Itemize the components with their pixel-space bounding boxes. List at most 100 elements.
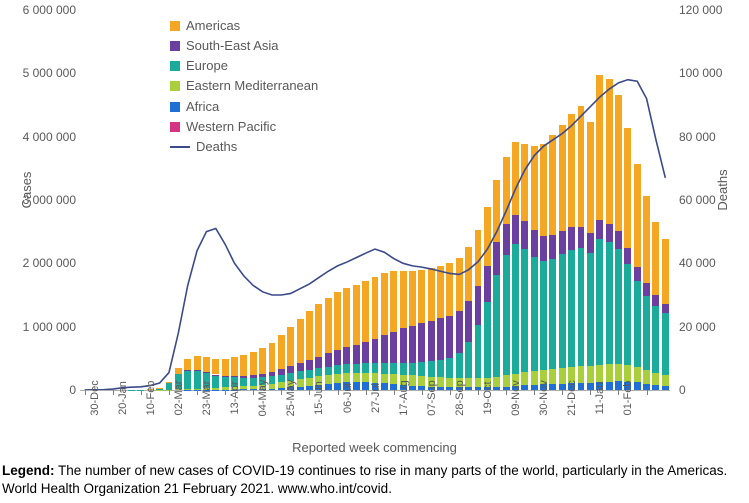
bar-segment-south_east_asia <box>203 372 210 373</box>
bar-segment-eastern_med <box>184 389 191 390</box>
y-left-tick: 6 000 000 <box>6 3 76 17</box>
x-tick-label: 06-Jul <box>342 383 354 413</box>
bar-segment-south_east_asia <box>334 350 341 365</box>
bar-segment-americas <box>503 157 510 224</box>
x-tick-mark <box>394 390 395 395</box>
x-tick-label: 02-Mar <box>173 381 185 416</box>
x-tick-mark <box>366 390 367 395</box>
x-tick-mark <box>253 390 254 395</box>
bar-segment-americas <box>484 207 491 265</box>
bar-segment-americas <box>381 273 388 335</box>
bar-segment-europe <box>512 244 519 374</box>
bar-segment-americas <box>475 230 482 286</box>
bar-segment-south_east_asia <box>222 376 229 377</box>
bar-segment-europe <box>634 281 641 367</box>
bar-segment-europe <box>559 254 566 368</box>
x-tick-label: 09-Nov <box>510 380 522 415</box>
bar-segment-americas <box>652 222 659 295</box>
bar-segment-europe <box>549 259 556 369</box>
bar-segment-europe <box>362 363 369 372</box>
bar-segment-south_east_asia <box>503 224 510 255</box>
x-axis-label: Reported week commencing <box>0 440 749 455</box>
x-tick-label: 28-Sep <box>454 380 466 415</box>
bar-segment-europe <box>428 361 435 377</box>
bar-segment-europe <box>334 365 341 374</box>
bar-segment-americas <box>418 270 425 323</box>
bar-segment-americas <box>606 79 613 224</box>
bar-segment-americas <box>278 335 285 369</box>
bar-segment-americas <box>212 359 219 375</box>
x-tick-label: 15-Jun <box>313 381 325 415</box>
bar-segment-europe <box>531 257 538 371</box>
bar-segment-europe <box>240 378 247 386</box>
bar-segment-americas <box>334 292 341 350</box>
y-right-tick: 60 000 <box>679 193 739 207</box>
bar-segment-eastern_med <box>409 375 416 385</box>
bar-segment-south_east_asia <box>465 301 472 342</box>
bar-segment-africa <box>615 381 622 390</box>
bar-segment-europe <box>568 250 575 368</box>
bar-segment-south_east_asia <box>662 304 669 314</box>
bar-segment-eastern_med <box>269 384 276 389</box>
bar-segment-americas <box>493 180 500 242</box>
x-tick-mark <box>141 390 142 395</box>
bar-segment-americas <box>166 382 173 383</box>
bar-segment-americas <box>465 247 472 301</box>
bar-segment-eastern_med <box>372 373 379 383</box>
x-tick-mark <box>113 390 114 395</box>
bar-segment-europe <box>184 370 191 389</box>
bar-segment-americas <box>662 239 669 304</box>
bar-segment-americas <box>175 368 182 374</box>
bar-segment-americas <box>568 114 575 227</box>
x-tick-label: 23-Mar <box>201 381 213 416</box>
stacked-bars <box>80 10 670 390</box>
bar-segment-eastern_med <box>446 378 453 387</box>
legend-swatch <box>170 41 180 51</box>
bar-segment-americas <box>269 343 276 372</box>
bar-segment-eastern_med <box>381 374 388 384</box>
x-tick-mark <box>647 390 648 395</box>
legend-label: Deaths <box>196 137 237 157</box>
legend-item-south_east_asia: South-East Asia <box>170 36 318 56</box>
x-tick-label: 19-Oct <box>482 381 494 414</box>
x-tick-mark <box>281 390 282 395</box>
bar-segment-europe <box>418 362 425 376</box>
legend-label: Europe <box>186 56 228 76</box>
bar-segment-europe <box>400 363 407 375</box>
bar-segment-americas <box>306 311 313 360</box>
x-tick-label: 13-Apr <box>229 381 241 414</box>
bar-segment-south_east_asia <box>372 339 379 364</box>
legend-item-western_pacific: Western Pacific <box>170 117 318 137</box>
bar-segment-africa <box>465 387 472 390</box>
bar-segment-americas <box>287 327 294 366</box>
bar-segment-south_east_asia <box>418 323 425 362</box>
bar-segment-europe <box>484 302 491 378</box>
bar-segment-africa <box>240 389 247 390</box>
bar-segment-south_east_asia <box>596 220 603 239</box>
bar-segment-americas <box>325 298 332 354</box>
bar-segment-south_east_asia <box>409 326 416 363</box>
y-left-tick: 1 000 000 <box>6 320 76 334</box>
chart-plot-area <box>80 10 670 390</box>
bar-segment-europe <box>390 363 397 374</box>
bar-segment-americas <box>390 271 397 332</box>
bar-segment-europe <box>343 364 350 373</box>
legend-item-americas: Americas <box>170 16 318 36</box>
bar-segment-africa <box>493 387 500 390</box>
bar-segment-europe <box>456 353 463 378</box>
bar-segment-south_east_asia <box>400 328 407 363</box>
bar-segment-americas <box>512 142 519 214</box>
bar-segment-south_east_asia <box>634 267 641 281</box>
x-tick-mark <box>85 390 86 395</box>
bar-segment-south_east_asia <box>606 224 613 242</box>
bar-segment-europe <box>596 239 603 364</box>
bar-segment-africa <box>325 384 332 390</box>
bar-segment-europe <box>606 242 613 364</box>
y-right-tick: 100 000 <box>679 66 739 80</box>
legend-item-europe: Europe <box>170 56 318 76</box>
bar-segment-eastern_med <box>297 379 304 386</box>
bar-segment-eastern_med <box>521 372 528 385</box>
bar-segment-americas <box>194 356 201 371</box>
bar-segment-eastern_med <box>325 375 332 384</box>
bar-segment-europe <box>306 370 313 378</box>
